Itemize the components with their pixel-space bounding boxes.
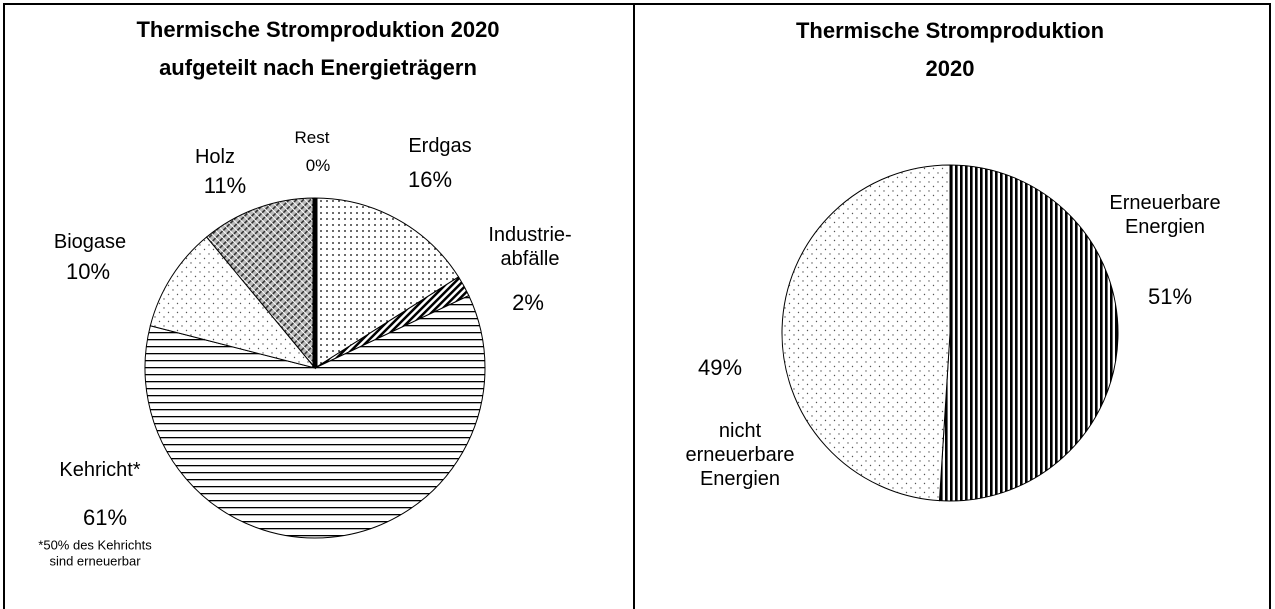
pie-slice (314, 197, 460, 369)
slice-value-label: 0% (305, 155, 331, 175)
slice-value-label: 10% (65, 258, 111, 284)
slice-label: Biogase (53, 231, 127, 253)
pie-slice (781, 164, 951, 502)
slice-label: nicht erneuerbare Energien (685, 420, 795, 490)
pie-slice (938, 164, 1119, 502)
frame (3, 3, 1271, 609)
slice-label: Erneuerbare Energien (1109, 192, 1221, 238)
slice-label: Holz (194, 146, 236, 168)
slice-label: Erdgas (408, 135, 472, 157)
chart-title: Thermische Stromproduktion 2020 aufgetei… (136, 17, 500, 80)
pie-slice (149, 236, 317, 369)
slice-label: Kehricht* (59, 459, 141, 481)
slice-value-label: 11% (203, 172, 247, 198)
slice-value-label: 51% (1147, 283, 1193, 309)
chart-title: Thermische Stromproduktion 2020 (795, 18, 1105, 81)
slice-value-label: 61% (82, 504, 128, 530)
slice-label: Industrie- abfälle (488, 224, 572, 270)
slice-value-label: 49% (697, 354, 743, 380)
slice-value-label: 16% (407, 166, 453, 192)
slice-label: Rest (294, 127, 330, 147)
pie-slice (144, 294, 486, 539)
slice-value-label: 2% (512, 289, 544, 315)
footnote: *50% des Kehrichts sind erneuerbar (38, 537, 152, 568)
pie-slice (205, 197, 316, 370)
